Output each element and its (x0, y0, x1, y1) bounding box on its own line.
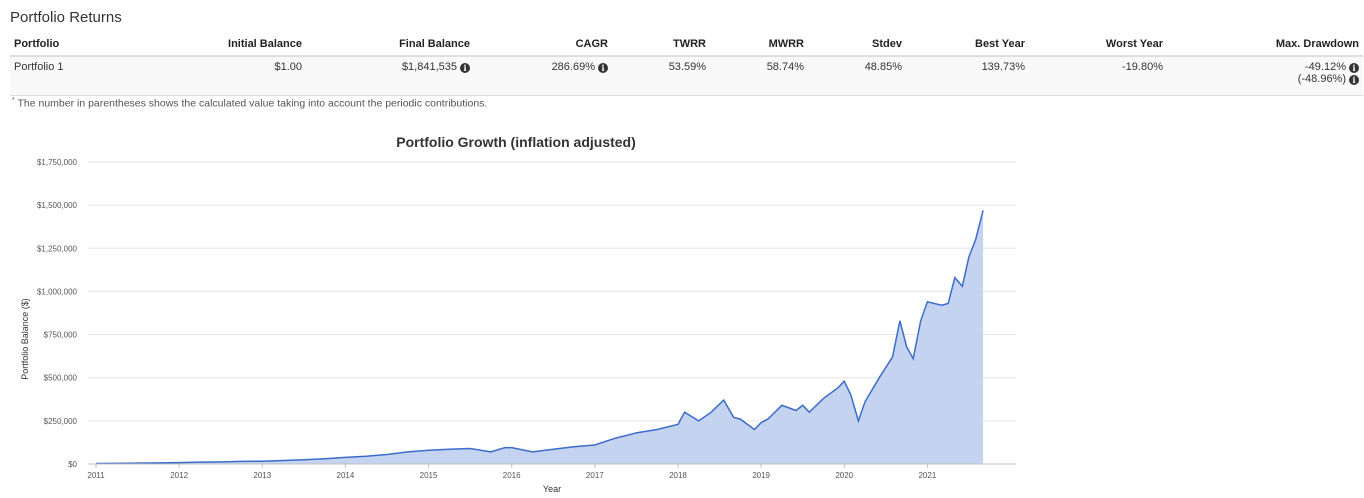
info-circle-icon[interactable]: i (460, 63, 470, 73)
series-line[interactable] (95, 210, 984, 465)
y-tick-label: $1,500,000 (37, 201, 78, 210)
header-best-year[interactable]: Best Year (906, 33, 1029, 57)
x-tick-label: 2011 (87, 471, 105, 480)
header-mwrr[interactable]: MWRR (710, 33, 808, 57)
max-drawdown-contrib-value: (-48.96%) (1297, 73, 1346, 85)
cell-cagr: 286.69% i (474, 56, 612, 96)
final-balance-value: $1,841,535 (401, 61, 457, 73)
y-axis-label: Portfolio Balance ($) (20, 298, 30, 380)
x-tick-label: 2014 (337, 471, 355, 480)
footnote-marker: * (12, 97, 15, 104)
footnote-text: The number in parentheses shows the calc… (17, 97, 488, 110)
x-tick-label: 2013 (253, 471, 271, 480)
max-drawdown-value: -49.12% (1305, 61, 1346, 73)
x-tick-label: 2017 (586, 471, 604, 480)
gridlines (88, 161, 1016, 465)
chart-title: Portfolio Growth (inflation adjusted) (396, 134, 636, 150)
x-axis-ticks: 2011 2012 2013 2014 2015 2016 2017 2018 2019 2020… (87, 464, 937, 480)
y-tick-label: $1,750,000 (37, 158, 78, 167)
x-tick-label: 2020 (835, 471, 853, 480)
header-cagr[interactable]: CAGR (474, 33, 612, 57)
header-initial-balance[interactable]: Initial Balance (158, 33, 306, 57)
info-circle-icon[interactable]: i (1349, 63, 1359, 73)
y-tick-label: $750,000 (44, 331, 78, 340)
header-final-balance[interactable]: Final Balance (306, 33, 474, 57)
series-area[interactable] (96, 210, 984, 464)
header-max-drawdown[interactable]: Max. Drawdown (1167, 33, 1363, 57)
cell-twrr: 53.59% (612, 56, 710, 96)
portfolio-growth-chart: Portfolio Growth (inflation adjusted) $0… (20, 134, 1016, 494)
x-tick-label: 2021 (918, 471, 936, 480)
cell-initial-balance: $1.00 (158, 56, 306, 96)
header-worst-year[interactable]: Worst Year (1029, 33, 1167, 57)
cell-best-year: 139.73% (906, 56, 1029, 96)
cell-portfolio: Portfolio 1 (10, 56, 158, 96)
footnote: * The number in parentheses shows the ca… (12, 97, 487, 110)
info-circle-icon[interactable]: i (598, 63, 608, 73)
x-tick-label: 2016 (503, 471, 521, 480)
header-twrr[interactable]: TWRR (612, 33, 710, 57)
y-tick-label: $250,000 (44, 417, 78, 426)
x-tick-label: 2015 (420, 471, 438, 480)
info-circle-icon[interactable]: i (1349, 75, 1359, 85)
header-portfolio[interactable]: Portfolio (10, 33, 158, 57)
cell-final-balance: $1,841,535 i (306, 56, 474, 96)
x-axis-label: Year (543, 484, 561, 494)
x-tick-label: 2012 (170, 471, 188, 480)
y-axis-ticks: $0 $250,000 $500,000 $750,000 $1,000,000 $1,2… (37, 158, 78, 469)
cell-max-drawdown: -49.12% i (-48.96%) i (1167, 56, 1363, 96)
y-tick-label: $1,250,000 (37, 244, 78, 253)
x-tick-label: 2019 (752, 471, 770, 480)
y-tick-label: $1,000,000 (37, 287, 78, 296)
table-header-row: Portfolio Initial Balance Final Balance … (10, 33, 1363, 57)
header-stdev[interactable]: Stdev (808, 33, 906, 57)
cell-worst-year: -19.80% (1029, 56, 1167, 96)
x-tick-label: 2018 (669, 471, 687, 480)
y-tick-label: $500,000 (44, 374, 78, 383)
y-tick-label: $0 (68, 460, 77, 469)
section-title: Portfolio Returns (10, 9, 122, 26)
cell-stdev: 48.85% (808, 56, 906, 96)
cagr-value: 286.69% (551, 61, 595, 73)
table-row: Portfolio 1 $1.00 $1,841,535 i 286.69% i 5… (10, 56, 1363, 96)
portfolio-returns-table: Portfolio Initial Balance Final Balance … (10, 33, 1363, 96)
cell-mwrr: 58.74% (710, 56, 808, 96)
